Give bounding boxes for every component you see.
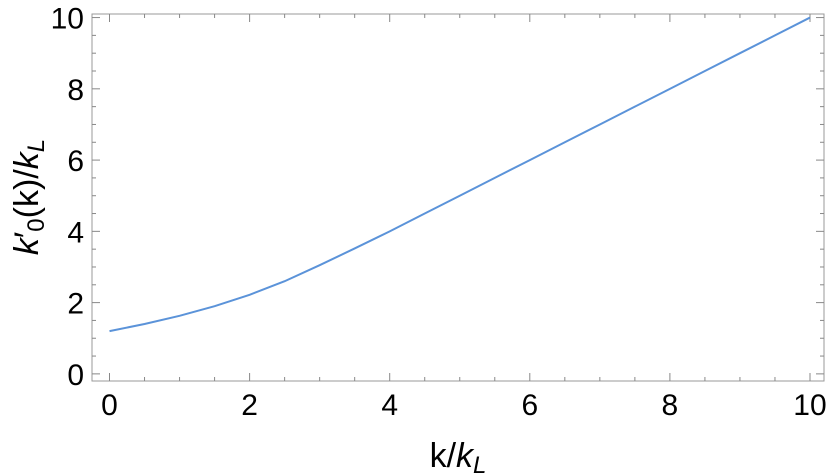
- x-axis-label-k: k: [456, 437, 475, 473]
- x-tick-label: 4: [381, 389, 398, 422]
- x-tick-label: 0: [101, 389, 118, 422]
- y-axis-label-sub0: 0: [23, 218, 50, 231]
- x-axis-label-sub: L: [473, 452, 486, 473]
- x-tick-label: 10: [793, 389, 826, 422]
- y-tick-label: 4: [67, 216, 84, 249]
- y-tick-label: 10: [51, 3, 84, 36]
- y-axis-label-k: k: [8, 236, 46, 255]
- y-axis-label-prime: ′: [8, 232, 46, 238]
- y-tick-labels: 0 2 4 6 8 10: [51, 3, 84, 392]
- minor-ticks: [92, 14, 824, 381]
- x-tick-label: 2: [241, 389, 258, 422]
- series-line: [109, 16, 811, 333]
- y-axis-label: k′0(k)/kL: [8, 139, 50, 255]
- plot-frame: [91, 13, 825, 382]
- y-axis-label-subL: L: [23, 139, 50, 152]
- major-ticks: [92, 14, 824, 381]
- y-tick-label: 8: [67, 74, 84, 107]
- x-tick-label: 6: [521, 389, 538, 422]
- y-tick-label: 6: [67, 145, 84, 178]
- y-axis-label-mid: (k)/: [8, 169, 46, 219]
- x-axis-label-main: k/: [430, 437, 457, 473]
- x-axis-label: k/kL: [430, 437, 487, 473]
- x-tick-label: 8: [662, 389, 679, 422]
- x-tick-labels: 0 2 4 6 8 10: [101, 389, 827, 422]
- y-tick-label: 0: [67, 359, 84, 392]
- y-axis-label-k2: k: [8, 150, 46, 169]
- y-tick-label: 2: [67, 288, 84, 321]
